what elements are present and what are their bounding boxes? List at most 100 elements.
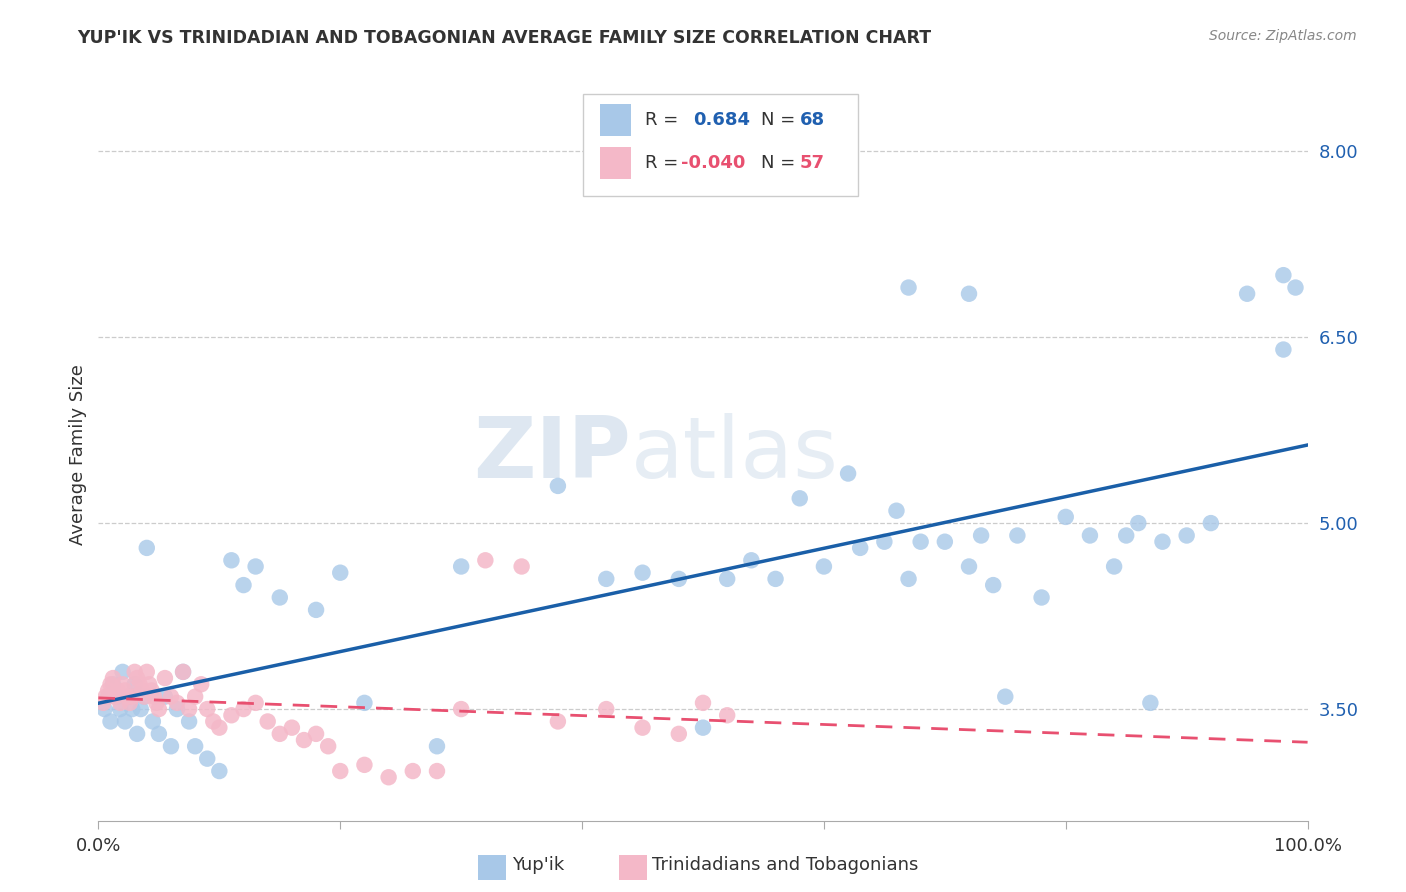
Point — [957, 559, 980, 574]
Point — [934, 534, 956, 549]
Text: 0.684: 0.684 — [693, 112, 751, 129]
Text: YUP'IK VS TRINIDADIAN AND TOBAGONIAN AVERAGE FAMILY SIZE CORRELATION CHART: YUP'IK VS TRINIDADIAN AND TOBAGONIAN AVE… — [77, 29, 931, 46]
Text: Yup'ik: Yup'ik — [512, 856, 564, 874]
Point — [813, 559, 835, 574]
Point — [97, 683, 120, 698]
Point — [195, 702, 218, 716]
Point — [179, 702, 201, 716]
Point — [595, 702, 617, 716]
Point — [957, 286, 980, 301]
Point — [153, 690, 176, 704]
Point — [765, 572, 787, 586]
Point — [353, 696, 375, 710]
Point — [1272, 343, 1295, 357]
Point — [994, 690, 1017, 704]
Point — [184, 690, 207, 704]
Point — [426, 764, 449, 778]
Point — [134, 690, 156, 704]
Text: N =: N = — [761, 112, 800, 129]
Point — [128, 677, 150, 691]
Point — [172, 665, 194, 679]
Point — [789, 491, 811, 506]
Point — [148, 702, 170, 716]
Point — [1236, 286, 1258, 301]
Point — [668, 727, 690, 741]
Point — [232, 702, 254, 716]
Point — [221, 553, 243, 567]
Text: ZIP: ZIP — [472, 413, 630, 497]
Point — [142, 714, 165, 729]
Point — [104, 690, 127, 704]
Point — [100, 677, 122, 691]
Text: atlas: atlas — [630, 413, 838, 497]
Point — [716, 708, 738, 723]
Point — [970, 528, 993, 542]
Point — [232, 578, 254, 592]
Point — [127, 671, 149, 685]
Point — [105, 690, 128, 704]
Point — [111, 665, 134, 679]
Point — [305, 603, 328, 617]
Point — [221, 708, 243, 723]
Point — [281, 721, 304, 735]
Point — [94, 690, 117, 704]
Point — [100, 714, 122, 729]
Point — [131, 683, 153, 698]
Point — [208, 764, 231, 778]
Point — [450, 559, 472, 574]
Point — [1272, 268, 1295, 282]
Point — [101, 677, 124, 691]
Point — [145, 696, 167, 710]
Point — [108, 702, 131, 716]
Point — [184, 739, 207, 754]
Point — [1078, 528, 1101, 542]
Point — [172, 665, 194, 679]
Point — [1284, 280, 1306, 294]
Point — [1031, 591, 1053, 605]
Point — [190, 677, 212, 691]
Point — [716, 572, 738, 586]
Text: Trinidadians and Tobagonians: Trinidadians and Tobagonians — [652, 856, 918, 874]
Point — [547, 714, 569, 729]
Point — [118, 690, 141, 704]
Point — [91, 696, 114, 710]
Point — [510, 559, 533, 574]
Point — [202, 714, 225, 729]
Point — [305, 727, 328, 741]
Point — [111, 677, 134, 691]
Point — [114, 683, 136, 698]
Point — [1102, 559, 1125, 574]
Text: -0.040: -0.040 — [681, 154, 745, 172]
Point — [166, 696, 188, 710]
Point — [692, 721, 714, 735]
Point — [1199, 516, 1222, 530]
Point — [1175, 528, 1198, 542]
Point — [897, 572, 920, 586]
Point — [910, 534, 932, 549]
Point — [837, 467, 859, 481]
Point — [631, 721, 654, 735]
Point — [143, 690, 166, 704]
Point — [1152, 534, 1174, 549]
Text: 68: 68 — [800, 112, 825, 129]
Point — [97, 690, 120, 704]
Point — [121, 690, 143, 704]
Text: Source: ZipAtlas.com: Source: ZipAtlas.com — [1209, 29, 1357, 43]
Point — [256, 714, 278, 729]
Point — [1115, 528, 1137, 542]
Point — [450, 702, 472, 716]
Point — [135, 541, 157, 555]
Point — [153, 671, 176, 685]
Point — [897, 280, 920, 294]
Text: R =: R = — [645, 112, 685, 129]
Point — [316, 739, 339, 754]
Point — [1054, 509, 1077, 524]
Point — [402, 764, 425, 778]
Point — [179, 714, 201, 729]
Text: R =: R = — [645, 154, 685, 172]
Point — [129, 702, 152, 716]
Point — [269, 727, 291, 741]
Point — [135, 665, 157, 679]
Point — [245, 696, 267, 710]
Point — [134, 690, 156, 704]
